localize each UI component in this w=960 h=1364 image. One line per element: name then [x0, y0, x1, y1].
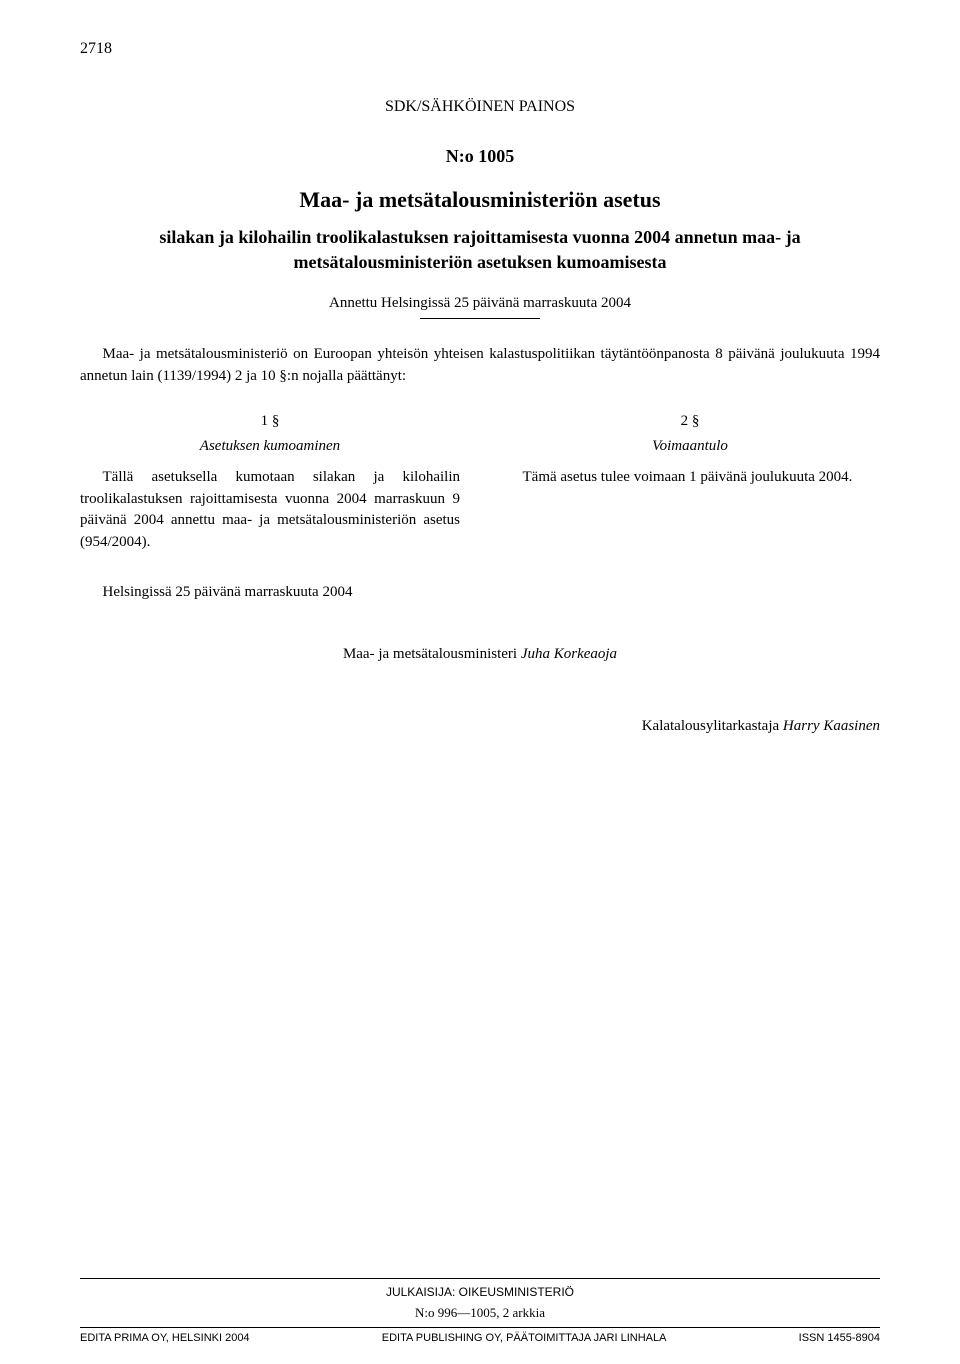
closing-line: Helsingissä 25 päivänä marraskuuta 2004	[80, 584, 880, 601]
preamble: Maa- ja metsätalousministeriö on Euroopa…	[80, 344, 880, 388]
edition-label: SDK/SÄHKÖINEN PAINOS	[80, 98, 880, 116]
divider-short	[420, 318, 540, 319]
section-2-title: Voimaantulo	[500, 438, 880, 455]
footer-left: EDITA PRIMA OY, HELSINKI 2004	[80, 1332, 250, 1344]
footer-bottom-row: EDITA PRIMA OY, HELSINKI 2004 EDITA PUBL…	[80, 1327, 880, 1344]
minister-line: Maa- ja metsätalousministeri Juha Korkea…	[80, 646, 880, 663]
footer-right: ISSN 1455-8904	[799, 1332, 880, 1344]
main-title: Maa- ja metsätalousministeriön asetus	[80, 187, 880, 213]
issued-line: Annettu Helsingissä 25 päivänä marraskuu…	[80, 295, 880, 312]
footer-center: EDITA PUBLISHING OY, PÄÄTOIMITTAJA JARI …	[382, 1332, 667, 1344]
minister-prefix: Maa- ja metsätalousministeri	[343, 646, 521, 662]
section-2-num: 2 §	[500, 413, 880, 430]
footer-divider-top	[80, 1278, 880, 1279]
section-1-num: 1 §	[80, 413, 460, 430]
columns: 1 § Asetuksen kumoaminen Tällä asetuksel…	[80, 413, 880, 554]
footer-issue-range: N:o 996—1005, 2 arkkia	[80, 1305, 880, 1321]
minister-name: Juha Korkeaoja	[521, 646, 617, 662]
section-2-body: Tämä asetus tulee voimaan 1 päivänä joul…	[500, 467, 880, 489]
footer: JULKAISIJA: OIKEUSMINISTERIÖ N:o 996—100…	[80, 1278, 880, 1344]
page-number: 2718	[80, 40, 880, 58]
decree-number: N:o 1005	[80, 146, 880, 167]
footer-publisher: JULKAISIJA: OIKEUSMINISTERIÖ	[80, 1285, 880, 1299]
inspector-prefix: Kalatalousylitarkastaja	[642, 718, 783, 734]
column-right: 2 § Voimaantulo Tämä asetus tulee voimaa…	[500, 413, 880, 554]
inspector-line: Kalatalousylitarkastaja Harry Kaasinen	[80, 718, 880, 735]
subtitle: silakan ja kilohailin troolikalastuksen …	[120, 225, 840, 275]
inspector-name: Harry Kaasinen	[783, 718, 880, 734]
section-1-body: Tällä asetuksella kumotaan silakan ja ki…	[80, 467, 460, 554]
section-1-title: Asetuksen kumoaminen	[80, 438, 460, 455]
column-left: 1 § Asetuksen kumoaminen Tällä asetuksel…	[80, 413, 460, 554]
